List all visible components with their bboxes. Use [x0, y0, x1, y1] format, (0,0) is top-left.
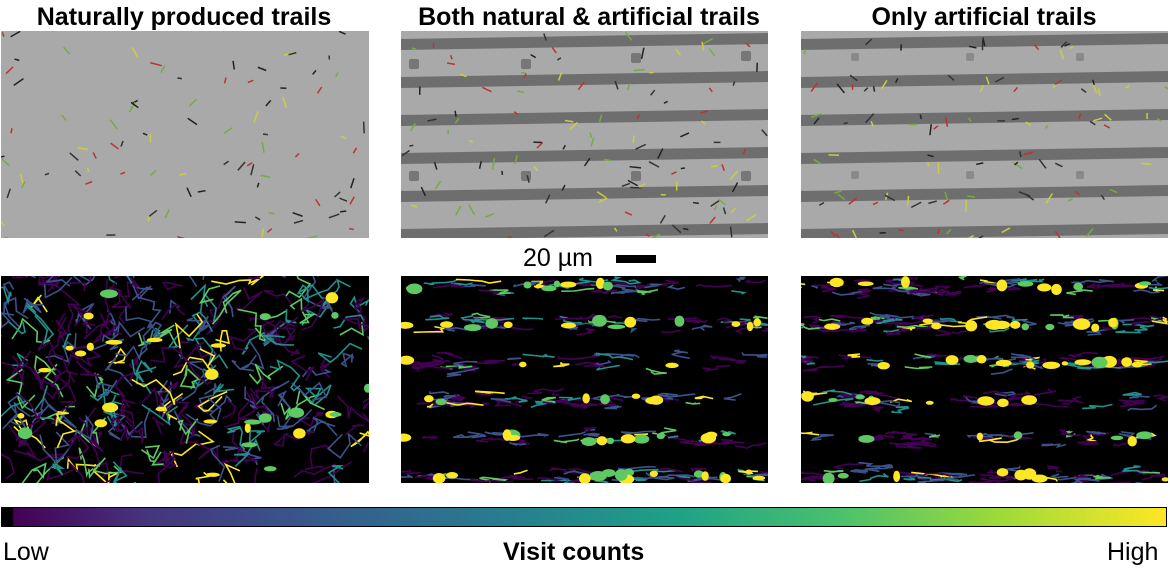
heatmap-natural — [1, 276, 369, 483]
panel-title-artificial: Only artificial trails — [871, 3, 1097, 31]
microscopy-image-artificial — [801, 31, 1168, 238]
colorbar-low-label: Low — [3, 538, 49, 566]
heatmap-artificial — [801, 276, 1168, 483]
panel-title-both: Both natural & artificial trails — [418, 3, 760, 31]
colorbar-title: Visit counts — [503, 538, 645, 566]
scale-bar-label: 20 µm — [523, 244, 593, 272]
panel-title-natural: Naturally produced trails — [36, 3, 332, 31]
microscopy-image-natural — [1, 31, 369, 238]
colorbar-high-label: High — [1107, 538, 1159, 566]
microscopy-image-both — [401, 31, 768, 238]
scale-bar — [616, 255, 656, 263]
heatmap-both — [401, 276, 768, 483]
colorbar — [1, 507, 1167, 527]
